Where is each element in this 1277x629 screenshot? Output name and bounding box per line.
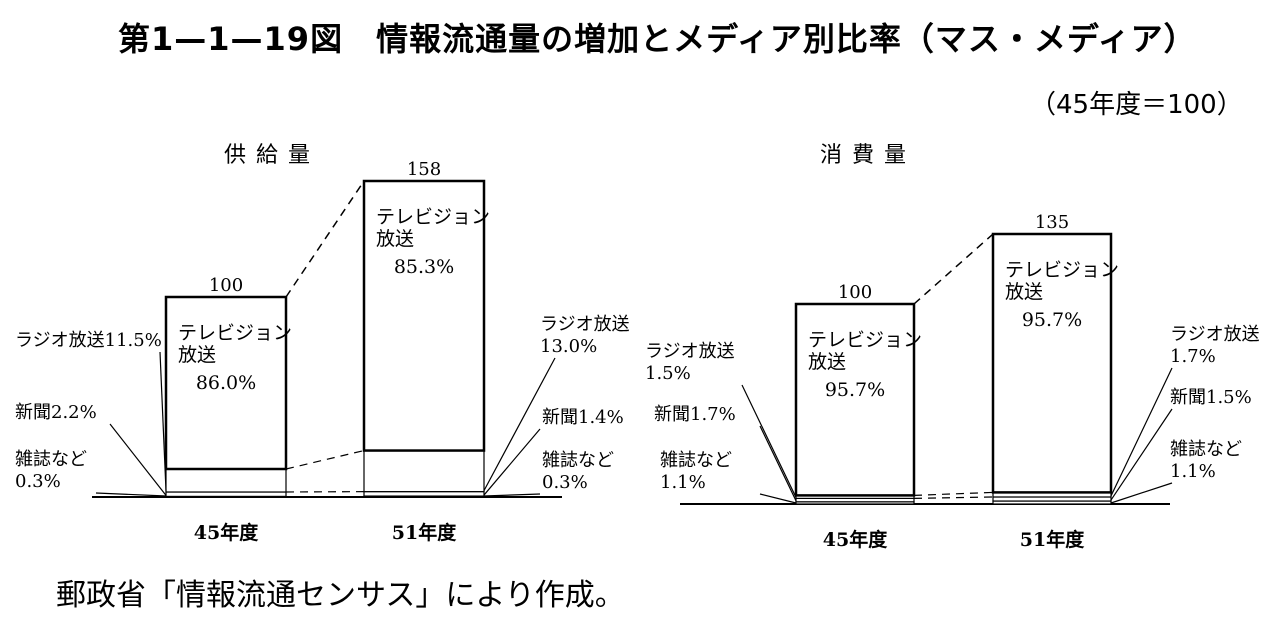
callout-label: ラジオ放送11.5% bbox=[15, 330, 162, 351]
callout-leader bbox=[741, 384, 797, 498]
callout-label: 雑誌など 0.3% bbox=[15, 449, 87, 492]
total-label: 100 bbox=[838, 282, 872, 303]
tv-value-label: 86.0% bbox=[196, 372, 256, 394]
bar-segment bbox=[991, 232, 1113, 494]
bar-segment bbox=[165, 491, 287, 498]
callout-leader bbox=[483, 428, 541, 496]
category-label: 51年度 bbox=[1020, 528, 1085, 551]
callout-leader bbox=[95, 492, 167, 497]
callout-label: ラジオ放送 1.5% bbox=[645, 341, 735, 384]
callout-leader bbox=[483, 493, 541, 497]
tv-value-label: 95.7% bbox=[825, 379, 885, 401]
callout-leader bbox=[1110, 408, 1173, 501]
bar-segment bbox=[992, 496, 1112, 502]
tv-label: テレビジョン放送 bbox=[178, 322, 292, 366]
callout-leader bbox=[1110, 367, 1173, 497]
total-label: 100 bbox=[209, 275, 243, 296]
bar-segment bbox=[164, 295, 288, 471]
callout-leader bbox=[759, 425, 797, 502]
category-label: 45年度 bbox=[194, 521, 259, 544]
tv-label: テレビジョン放送 bbox=[376, 206, 490, 250]
segment-connector bbox=[913, 496, 994, 499]
callout-label: 新聞1.7% bbox=[654, 404, 736, 425]
callout-label: ラジオ放送 1.7% bbox=[1170, 324, 1260, 367]
callout-label: 雑誌など 0.3% bbox=[542, 450, 614, 493]
bar-segment bbox=[165, 468, 287, 493]
total-label: 158 bbox=[407, 159, 441, 180]
tv-value-label: 95.7% bbox=[1022, 309, 1082, 331]
segment-connector bbox=[913, 491, 994, 496]
category-label: 45年度 bbox=[823, 528, 888, 551]
bar-segment bbox=[794, 302, 916, 497]
source-note: 郵政省「情報流通センサス」により作成。 bbox=[56, 578, 625, 613]
panel-title: 消費量 bbox=[820, 143, 916, 168]
callout-leader bbox=[159, 351, 167, 492]
tv-label: テレビジョン放送 bbox=[808, 329, 922, 373]
panel-title: 供給量 bbox=[224, 143, 320, 168]
bar-segment bbox=[362, 179, 486, 452]
total-label: 135 bbox=[1035, 212, 1069, 233]
tv-value-label: 85.3% bbox=[394, 256, 454, 278]
callout-label: 雑誌など 1.1% bbox=[660, 450, 732, 493]
growth-connector bbox=[285, 180, 365, 298]
callout-leader bbox=[109, 423, 167, 496]
category-label: 51年度 bbox=[392, 521, 457, 544]
bar-segment bbox=[363, 491, 485, 497]
growth-connector bbox=[913, 233, 994, 305]
segment-connector bbox=[285, 449, 365, 470]
callout-leader bbox=[483, 357, 556, 491]
tv-label: テレビジョン放送 bbox=[1005, 259, 1119, 303]
page-title: 第1—1—19図 情報流通量の増加とメディア別比率（マス・メディア） bbox=[118, 20, 1197, 58]
callout-label: 新聞2.2% bbox=[15, 402, 97, 423]
callout-label: 新聞1.4% bbox=[542, 407, 624, 428]
callout-leader bbox=[759, 493, 797, 504]
bar-segment bbox=[363, 449, 485, 493]
unit-note: （45年度＝100） bbox=[1030, 90, 1243, 120]
callout-leader bbox=[1110, 482, 1173, 504]
callout-label: ラジオ放送 13.0% bbox=[540, 314, 630, 357]
callout-label: 新聞1.5% bbox=[1170, 387, 1252, 408]
callout-label: 雑誌など 1.1% bbox=[1170, 439, 1242, 482]
